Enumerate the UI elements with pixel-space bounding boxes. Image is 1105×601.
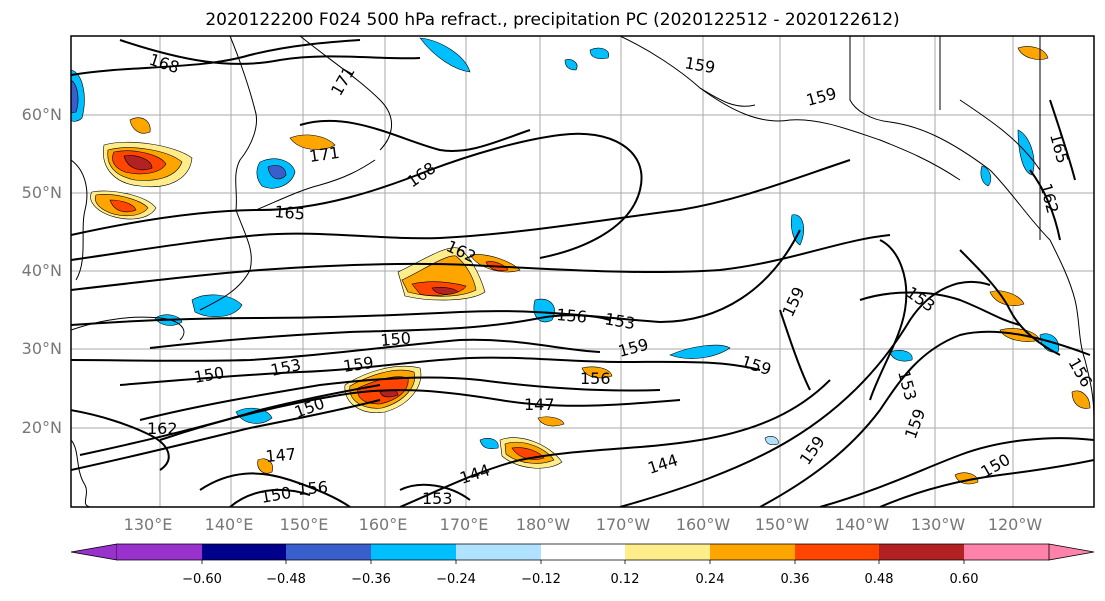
contour-label: 159 bbox=[342, 353, 375, 376]
lon-label: 130°W bbox=[910, 515, 966, 534]
lon-label: 130°E bbox=[123, 515, 173, 534]
colorbar-tick-label: 0.24 bbox=[695, 572, 725, 587]
colorbar-low-extend bbox=[70, 543, 118, 561]
lon-label: 140°E bbox=[204, 515, 254, 534]
contour-label: 171 bbox=[308, 143, 341, 166]
lon-label: 160°E bbox=[358, 515, 408, 534]
contour-label: 147 bbox=[265, 444, 297, 466]
colorbar-high-extend bbox=[1048, 543, 1095, 561]
colorbar-tick-label: −0.48 bbox=[266, 572, 306, 587]
lon-label: 140°W bbox=[834, 515, 890, 534]
colorbar-tick-label: −0.12 bbox=[521, 572, 561, 587]
contour-label: 162 bbox=[147, 419, 178, 438]
contour-label: 150 bbox=[380, 328, 412, 350]
colorbar-segment bbox=[879, 544, 964, 560]
colorbar-segment bbox=[541, 544, 625, 560]
colorbar-segment bbox=[795, 544, 879, 560]
lat-label: 30°N bbox=[21, 339, 62, 358]
lon-label: 150°W bbox=[754, 515, 810, 534]
colorbar-segment bbox=[625, 544, 710, 560]
refractivity-contours bbox=[71, 39, 1094, 507]
lon-label: 120°W bbox=[987, 515, 1043, 534]
contour-label: 156 bbox=[556, 305, 588, 327]
colorbar-segment bbox=[964, 544, 1049, 560]
colorbar-tick-label: −0.24 bbox=[436, 572, 476, 587]
lat-label: 60°N bbox=[21, 105, 62, 124]
contour-label: 153 bbox=[422, 489, 453, 508]
colorbar-tick-label: 0.36 bbox=[780, 572, 810, 587]
colorbar-tick-label: 0.48 bbox=[864, 572, 894, 587]
lat-label: 20°N bbox=[21, 418, 62, 437]
colorbar-segment bbox=[456, 544, 541, 560]
colorbar-segment bbox=[202, 544, 286, 560]
lat-label: 40°N bbox=[21, 261, 62, 280]
contour-label: 165 bbox=[274, 202, 306, 224]
colorbar-tick-label: 0.60 bbox=[949, 572, 979, 587]
contour-label: 147 bbox=[524, 395, 555, 414]
lon-label: 180°W bbox=[515, 515, 571, 534]
colorbar-segment bbox=[371, 544, 456, 560]
contour-label: 156 bbox=[580, 369, 611, 388]
lon-label: 160°W bbox=[675, 515, 731, 534]
colorbar-segment bbox=[117, 544, 202, 560]
colorbar-tick-label: −0.36 bbox=[351, 572, 391, 587]
contour-label: 156 bbox=[297, 477, 329, 499]
map-frame bbox=[70, 35, 1095, 508]
lon-label: 170°E bbox=[439, 515, 489, 534]
lon-label: 150°E bbox=[279, 515, 329, 534]
colorbar-segment bbox=[710, 544, 795, 560]
colorbar-tick-label: 0.12 bbox=[610, 572, 640, 587]
colorbar bbox=[70, 543, 1095, 564]
colorbar-tick-label: −0.60 bbox=[182, 572, 222, 587]
chart-title: 2020122200 F024 500 hPa refract., precip… bbox=[205, 10, 900, 30]
colorbar-segment bbox=[286, 544, 371, 560]
graticule bbox=[71, 36, 1094, 507]
lat-label: 50°N bbox=[21, 183, 62, 202]
lon-label: 170°W bbox=[595, 515, 651, 534]
